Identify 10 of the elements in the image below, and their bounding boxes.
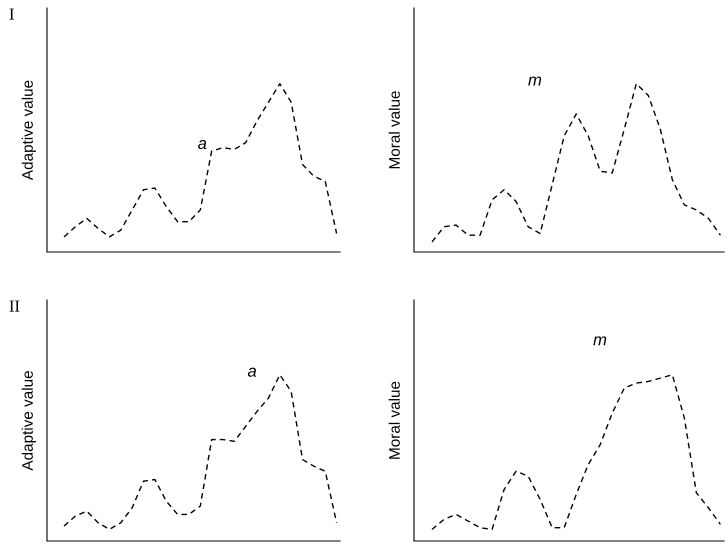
chart-title: I bbox=[10, 8, 14, 20]
y-axis-title: Adaptive value bbox=[22, 80, 36, 180]
y-axis-title: Moral value bbox=[388, 91, 400, 168]
annotation: m bbox=[528, 76, 542, 86]
annotation: a bbox=[248, 368, 256, 377]
y-axis-title: Moral value bbox=[388, 382, 400, 459]
text: m bbox=[593, 336, 606, 346]
y-axis-title: Adaptive value bbox=[22, 371, 36, 471]
annotation: a bbox=[198, 140, 206, 150]
chart-title: II bbox=[10, 300, 20, 312]
